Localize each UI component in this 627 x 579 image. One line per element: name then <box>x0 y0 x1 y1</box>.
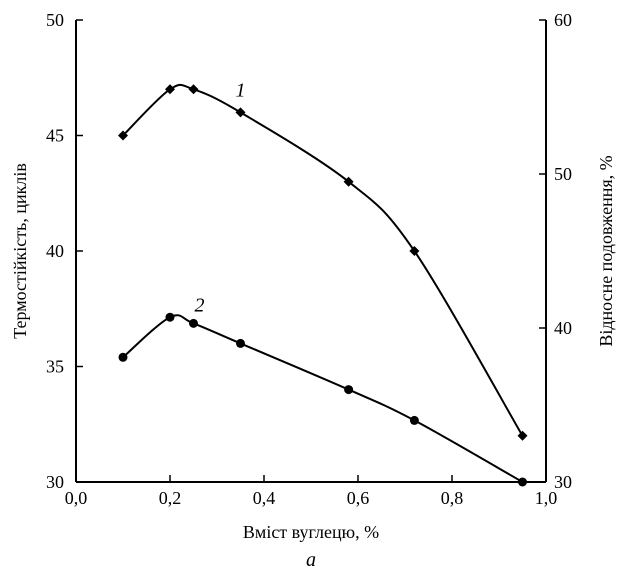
series-1-point <box>188 84 199 95</box>
x-tick-label: 0,2 <box>159 488 182 508</box>
y-left-tick-label: 40 <box>46 241 64 261</box>
series-2-point <box>236 338 245 348</box>
series-1-point <box>343 176 354 187</box>
series-1-point <box>517 430 528 441</box>
series-2-point <box>189 318 198 328</box>
y-right-tick-label: 40 <box>554 318 572 338</box>
y-right-tick-label: 30 <box>554 472 572 492</box>
series-2-point <box>118 352 128 362</box>
y-left-tick-label: 50 <box>46 10 64 30</box>
figure-caption: а <box>306 549 316 571</box>
series-2-point <box>165 312 175 322</box>
series-layer <box>118 83 528 487</box>
y-right-tick-label: 50 <box>554 164 572 184</box>
series-1-point <box>235 107 246 118</box>
x-tick-label: 0,6 <box>347 488 370 508</box>
series-1-point <box>409 246 420 256</box>
label-layer: Вміст вуглецю, % Термостійкість, циклів Ві… <box>10 79 616 571</box>
x-tick-label: 1,0 <box>535 488 558 508</box>
series-1-point <box>165 84 175 95</box>
series-1-label: 1 <box>236 79 246 101</box>
y-left-tick-label: 45 <box>46 126 64 146</box>
y-left-tick-label: 30 <box>46 472 64 492</box>
y-right-axis-label: Відносне подовження, % <box>596 155 616 346</box>
y-left-tick-label: 35 <box>46 357 64 377</box>
series-2-line <box>122 314 523 483</box>
series-2-label: 2 <box>195 294 205 316</box>
series-1-point <box>118 130 128 141</box>
series-2-point <box>518 477 527 487</box>
x-tick-label: 0,0 <box>65 488 88 508</box>
series-2-point <box>344 385 354 395</box>
y-left-axis-label: Термостійкість, циклів <box>10 163 30 339</box>
series-2-point <box>409 415 419 425</box>
x-tick-label: 0,8 <box>441 488 464 508</box>
x-axis-label: Вміст вуглецю, % <box>243 522 379 542</box>
series-1-line <box>122 83 524 437</box>
y-right-tick-label: 60 <box>554 10 572 30</box>
x-tick-label: 0,4 <box>253 488 276 508</box>
